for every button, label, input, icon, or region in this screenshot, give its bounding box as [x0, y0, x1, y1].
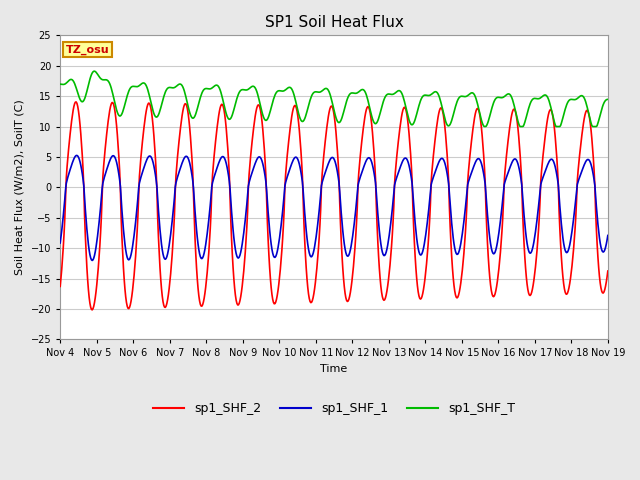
- Line: sp1_SHF_2: sp1_SHF_2: [60, 102, 608, 310]
- sp1_SHF_T: [91, 68, 99, 74]
- X-axis label: Time: Time: [321, 364, 348, 374]
- sp1_SHF_2: [604, 268, 612, 274]
- sp1_SHF_1: [56, 240, 64, 246]
- sp1_SHF_2: [180, 105, 188, 110]
- sp1_SHF_T: [481, 124, 488, 130]
- sp1_SHF_2: [402, 107, 410, 113]
- sp1_SHF_1: [402, 156, 410, 161]
- Line: sp1_SHF_T: sp1_SHF_T: [60, 71, 608, 127]
- Legend: sp1_SHF_2, sp1_SHF_1, sp1_SHF_T: sp1_SHF_2, sp1_SHF_1, sp1_SHF_T: [148, 397, 520, 420]
- Line: sp1_SHF_1: sp1_SHF_1: [60, 156, 608, 261]
- sp1_SHF_1: [88, 258, 96, 264]
- sp1_SHF_1: [209, 180, 216, 185]
- sp1_SHF_1: [73, 153, 81, 158]
- sp1_SHF_2: [72, 99, 80, 105]
- sp1_SHF_T: [124, 93, 131, 98]
- sp1_SHF_2: [209, 172, 216, 178]
- sp1_SHF_T: [417, 96, 425, 102]
- sp1_SHF_T: [208, 85, 216, 91]
- sp1_SHF_2: [56, 284, 64, 289]
- sp1_SHF_2: [124, 305, 132, 311]
- Text: TZ_osu: TZ_osu: [66, 45, 109, 55]
- sp1_SHF_1: [67, 167, 74, 172]
- sp1_SHF_T: [401, 102, 409, 108]
- sp1_SHF_1: [418, 251, 426, 256]
- sp1_SHF_1: [124, 256, 132, 262]
- sp1_SHF_2: [67, 131, 74, 137]
- Title: SP1 Soil Heat Flux: SP1 Soil Heat Flux: [264, 15, 403, 30]
- sp1_SHF_T: [179, 84, 187, 90]
- sp1_SHF_1: [180, 156, 188, 162]
- sp1_SHF_2: [418, 294, 426, 300]
- Y-axis label: Soil Heat Flux (W/m2), SoilT (C): Soil Heat Flux (W/m2), SoilT (C): [15, 99, 25, 275]
- sp1_SHF_T: [67, 77, 74, 83]
- sp1_SHF_2: [88, 307, 96, 313]
- sp1_SHF_1: [604, 233, 612, 239]
- sp1_SHF_T: [604, 96, 612, 102]
- sp1_SHF_T: [56, 81, 64, 87]
